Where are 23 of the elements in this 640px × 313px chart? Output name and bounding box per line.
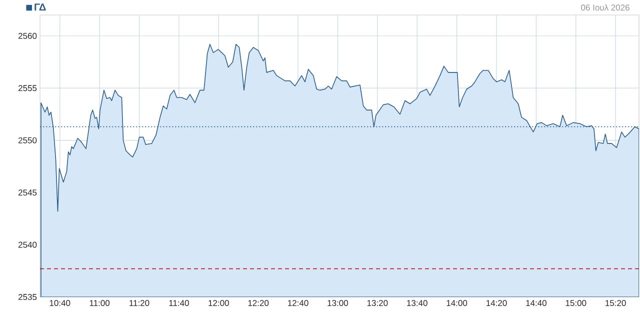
x-tick-label: 15:00 (566, 300, 586, 306)
x-tick-label: 13:00 (328, 300, 348, 306)
x-tick-label: 11:00 (90, 300, 110, 306)
x-tick-label: 13:40 (407, 300, 428, 306)
x-tick-label: 15:20 (606, 300, 626, 306)
x-tick-label: 12:40 (288, 300, 308, 306)
x-tick-label: 11:20 (130, 300, 150, 306)
x-tick-label: 11:40 (169, 300, 189, 306)
x-tick-label: 10:40 (50, 300, 70, 306)
x-tick-label: 12:20 (248, 300, 269, 306)
x-tick-label: 14:40 (526, 300, 546, 306)
y-tick-label: 2555 (18, 85, 37, 92)
x-tick-label: 14:00 (446, 300, 468, 306)
text: ΓΔ (34, 4, 46, 11)
y-tick-label: 2560 (18, 32, 37, 39)
x-tick-label: 13:20 (367, 300, 388, 306)
y-tick-label: 2550 (18, 137, 37, 144)
y-tick-label: 2545 (18, 190, 37, 196)
y-tick-label: 2540 (18, 242, 37, 248)
text: 06 Ιουλ 2026 (581, 4, 630, 11)
x-tick-label: 14:20 (486, 300, 507, 306)
y-tick-label: 2535 (18, 294, 37, 300)
x-tick-label: 12:00 (208, 300, 229, 306)
